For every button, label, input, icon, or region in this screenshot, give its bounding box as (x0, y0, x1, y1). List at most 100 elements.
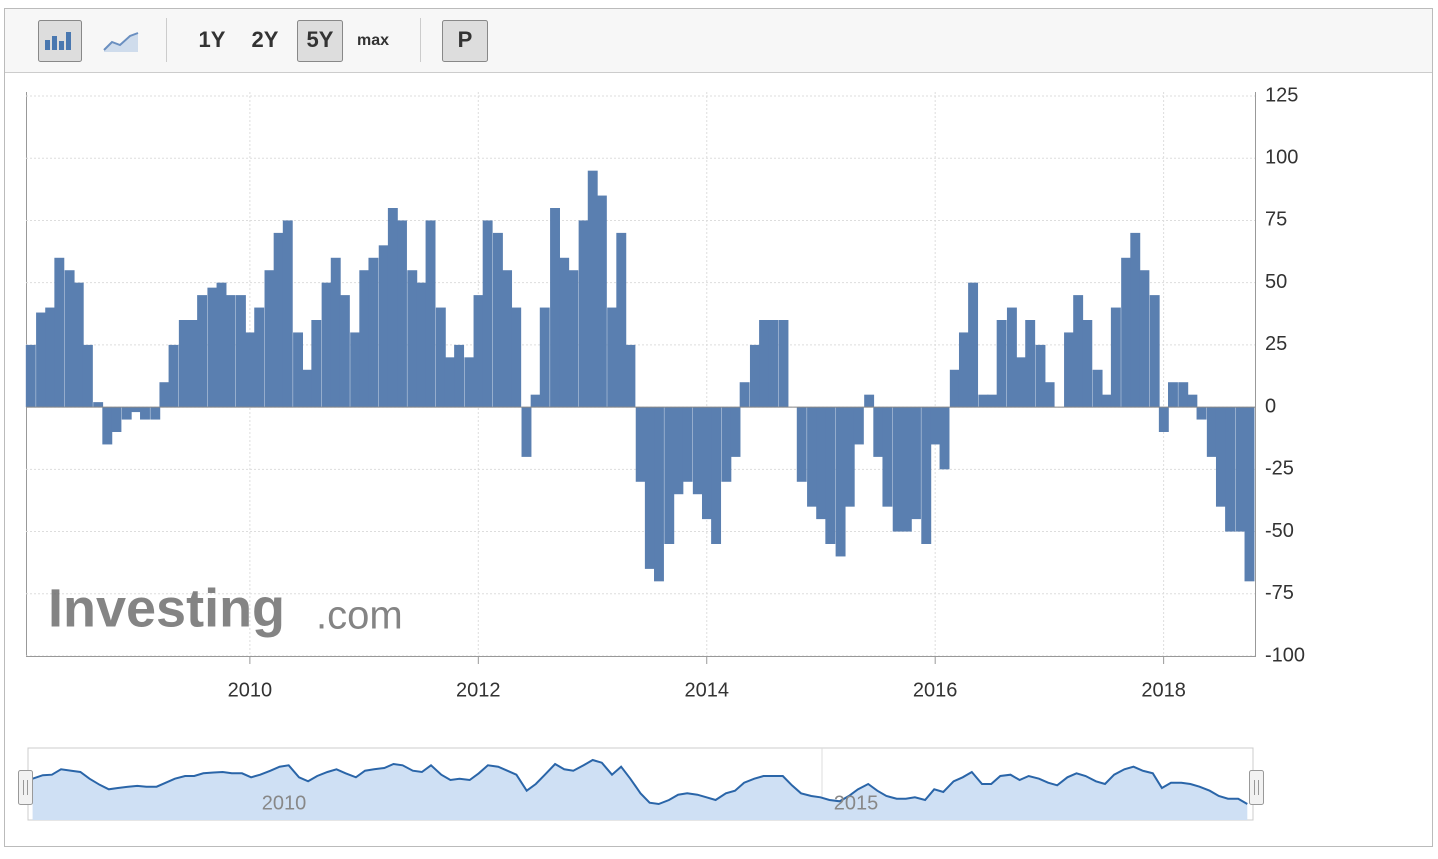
bar (778, 320, 789, 408)
bar (273, 232, 284, 408)
bar (1082, 320, 1093, 408)
bar (464, 357, 475, 408)
bar (721, 407, 732, 482)
bar (1016, 357, 1027, 408)
bar (339, 295, 350, 408)
line-chart-button[interactable] (103, 32, 139, 52)
x-tick-label: 2018 (1141, 679, 1186, 701)
bar (853, 407, 864, 445)
bar (1006, 307, 1017, 408)
button-frame (297, 20, 343, 62)
bar (1206, 407, 1217, 457)
bar (378, 245, 389, 408)
bar (1139, 270, 1150, 408)
bar (673, 407, 684, 495)
bar (768, 320, 779, 408)
bar (978, 394, 989, 408)
bar (225, 295, 236, 408)
bar (416, 282, 427, 408)
bar (1158, 407, 1169, 432)
bar (245, 332, 256, 408)
bar (1121, 257, 1132, 408)
bar (796, 407, 807, 482)
bar (996, 320, 1007, 408)
bar (359, 270, 370, 408)
range-button[interactable]: 2Y (252, 27, 279, 52)
button-frame (442, 20, 488, 62)
y-tick-label: 50 (1265, 271, 1287, 293)
bar (1244, 407, 1255, 582)
bar (36, 312, 47, 408)
bar (711, 407, 722, 544)
bar (102, 407, 113, 445)
y-tick-label: -25 (1265, 458, 1294, 480)
bar (1196, 407, 1207, 420)
bar (587, 170, 598, 408)
bar (911, 407, 921, 520)
bar (730, 407, 741, 457)
x-tick-label: 2016 (913, 679, 958, 701)
bar (321, 282, 332, 408)
bar (664, 407, 675, 544)
bar (121, 407, 132, 420)
bar (530, 394, 541, 408)
range-button[interactable]: max (357, 32, 389, 49)
bar (207, 287, 218, 408)
navigator-area (32, 760, 1248, 820)
bar (616, 232, 627, 408)
bar (1025, 320, 1036, 408)
bar (64, 270, 75, 408)
bar (1235, 407, 1246, 532)
bar (816, 407, 827, 520)
bar-chart-button[interactable] (38, 20, 82, 62)
y-tick-label: 75 (1265, 209, 1287, 231)
x-tick-label: 2012 (456, 679, 501, 701)
bar (140, 407, 150, 420)
bar (178, 320, 189, 408)
bar (635, 407, 646, 482)
bar (216, 282, 227, 408)
bar (254, 307, 265, 408)
range-button[interactable]: 1Y (199, 27, 226, 52)
bar (739, 382, 750, 408)
bar (1044, 382, 1055, 408)
navigator-label: 2010 (262, 792, 307, 814)
bar (807, 407, 817, 507)
bar (939, 407, 950, 470)
bar (892, 407, 903, 532)
bar (568, 270, 579, 408)
bar (550, 208, 560, 408)
bar (45, 307, 56, 408)
bar (949, 369, 960, 408)
bar (873, 407, 884, 457)
bar (1130, 232, 1141, 408)
navigator-handle[interactable] (1249, 770, 1264, 805)
bar (93, 402, 104, 408)
bar (625, 344, 636, 408)
watermark-domain: .com (316, 594, 403, 638)
bar (759, 320, 770, 408)
navigator-handle[interactable] (18, 770, 33, 805)
navigator-line (32, 758, 1248, 806)
bar (454, 344, 465, 408)
range-button[interactable]: 5Y (307, 27, 334, 52)
bar (682, 407, 693, 482)
watermark-brand: Investing (48, 578, 285, 638)
bar (130, 407, 141, 413)
bar (197, 295, 208, 408)
bar (311, 320, 322, 408)
bar (150, 407, 161, 420)
y-tick-label: 125 (1265, 84, 1298, 106)
bar (188, 320, 198, 408)
bar (1101, 394, 1112, 408)
bar (921, 407, 932, 544)
bar (330, 257, 341, 408)
y-tick-label: 25 (1265, 333, 1287, 355)
bar (1168, 382, 1178, 408)
bar (578, 220, 589, 408)
bar (159, 382, 170, 408)
range-button[interactable]: P (458, 27, 473, 52)
bar (968, 282, 979, 408)
